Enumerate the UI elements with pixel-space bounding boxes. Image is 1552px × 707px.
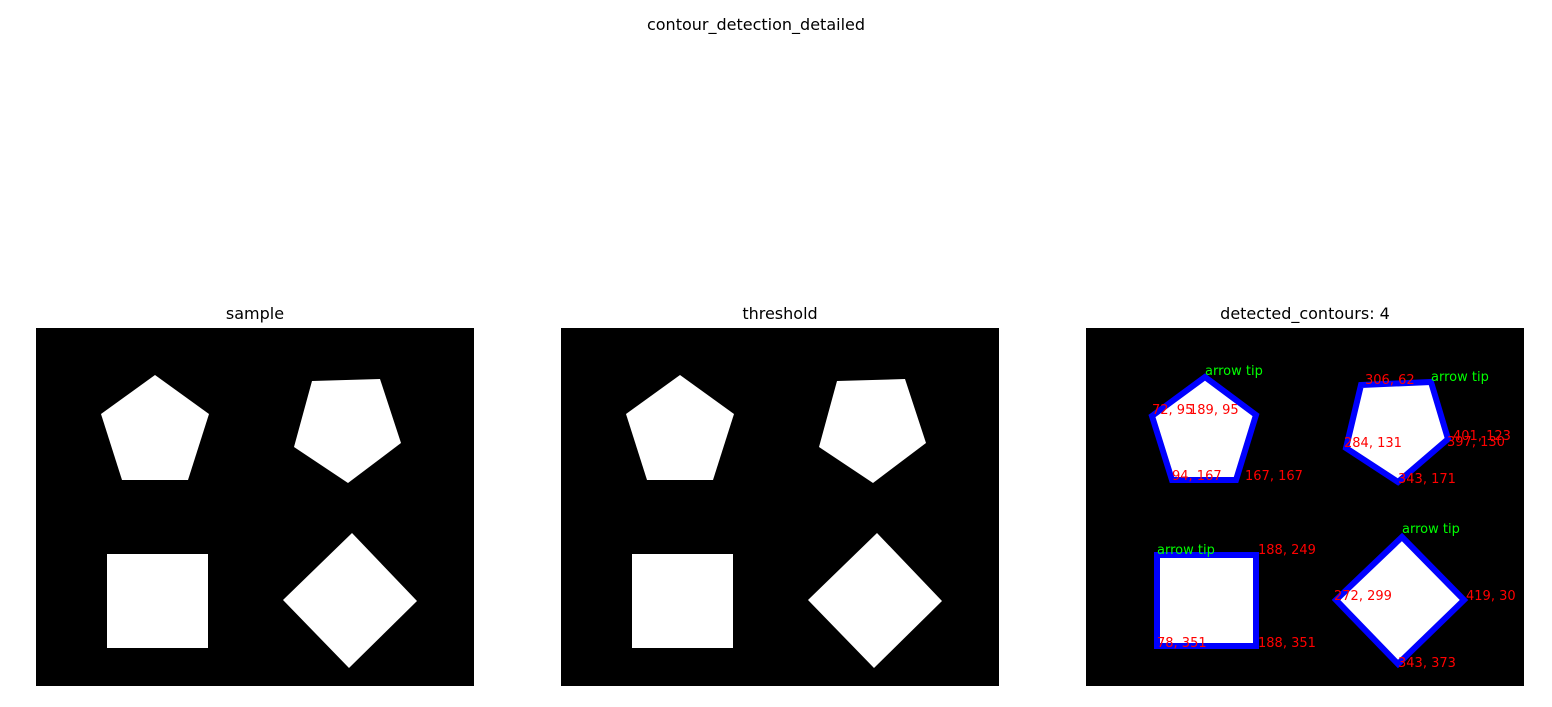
- vertex-label: 72, 95: [1152, 403, 1193, 418]
- vertex-label: 343, 373: [1398, 656, 1456, 671]
- pentagon-contour-1: [1148, 373, 1260, 483]
- vertex-label: 188, 249: [1258, 543, 1316, 558]
- tip-label: arrow tip: [1157, 543, 1215, 558]
- square-shape: [632, 554, 733, 648]
- vertex-label: 94, 167: [1172, 469, 1222, 484]
- detected-contours-canvas: arrow tip 72, 95 189, 95 94, 167 167, 16…: [1148, 364, 1516, 671]
- vertex-label: 189, 95: [1189, 403, 1239, 418]
- vertex-label: 419, 30: [1466, 589, 1516, 604]
- vertex-label: 401, 123: [1453, 429, 1511, 444]
- threshold-canvas: [626, 375, 942, 668]
- pentagon-shape-1: [626, 375, 734, 480]
- vertex-label: 167, 167: [1245, 469, 1303, 484]
- diamond-shape: [283, 533, 417, 668]
- pentagon-shape-1: [101, 375, 209, 480]
- square-contour: [1154, 552, 1259, 649]
- pentagon-shape-2: [294, 379, 401, 483]
- tip-label: arrow tip: [1402, 522, 1460, 537]
- panel-title-threshold: threshold: [742, 304, 818, 323]
- diamond-contour: [1331, 532, 1469, 669]
- tip-label: arrow tip: [1205, 364, 1263, 379]
- diamond-shape: [808, 533, 942, 668]
- vertex-label: 188, 351: [1258, 636, 1316, 651]
- vertex-label: 272, 299: [1334, 589, 1392, 604]
- panel-threshold-image: [561, 328, 999, 686]
- vertex-label: 397, 130: [1447, 435, 1505, 450]
- panel-sample-image: [36, 328, 474, 686]
- vertex-label: 343, 171: [1398, 472, 1456, 487]
- panel-detected-contours-image: arrow tip 72, 95 189, 95 94, 167 167, 16…: [1086, 328, 1524, 686]
- square-shape: [107, 554, 208, 648]
- figure-title: contour_detection_detailed: [646, 15, 866, 34]
- vertex-label: 284, 131: [1344, 436, 1402, 451]
- panel-title-sample: sample: [225, 304, 285, 323]
- tip-label: arrow tip: [1431, 370, 1489, 385]
- pentagon-contour-2: [1342, 378, 1452, 486]
- panel-title-detected-contours: detected_contours: 4: [1220, 304, 1390, 323]
- vertex-label: 78, 351: [1157, 636, 1207, 651]
- pentagon-shape-2: [819, 379, 926, 483]
- sample-canvas: [101, 375, 417, 668]
- vertex-label: 306, 62: [1365, 373, 1415, 388]
